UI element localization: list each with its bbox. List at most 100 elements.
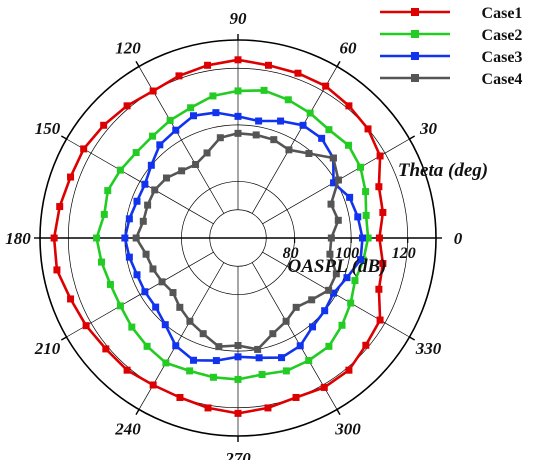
series-marker-Case1-220 <box>102 345 110 353</box>
series-marker-Case1-180 <box>50 234 58 242</box>
series-marker-Case2-260 <box>209 373 217 381</box>
series-marker-Case3-280 <box>255 354 263 362</box>
series-marker-Case1-40 <box>364 125 372 133</box>
legend-marker-Case3 <box>411 52 419 60</box>
series-marker-Case4-190 <box>142 250 150 258</box>
series-marker-Case4-70 <box>270 136 278 144</box>
series-marker-Case1-270 <box>234 409 242 417</box>
series-marker-Case3-320 <box>321 307 329 315</box>
angle-label-90: 90 <box>230 9 248 28</box>
series-marker-Case1-190 <box>53 266 61 274</box>
series-marker-Case1-10 <box>379 208 387 216</box>
series-marker-Case4-90 <box>234 129 242 137</box>
series-marker-Case2-270 <box>234 375 242 383</box>
series-Case3 <box>121 109 366 365</box>
series-marker-Case4-340 <box>332 270 340 278</box>
series-marker-Case1-170 <box>56 203 64 211</box>
tick-210 <box>60 336 67 341</box>
series-marker-Case4-110 <box>203 149 211 157</box>
series-marker-Case3-60 <box>299 121 307 129</box>
series-marker-Case1-130 <box>123 102 131 110</box>
series-marker-Case3-140 <box>147 161 155 169</box>
series-Case1 <box>50 56 387 417</box>
series-marker-Case2-200 <box>106 280 114 288</box>
series-marker-Case3-190 <box>125 253 133 261</box>
series-marker-Case2-110 <box>187 104 195 112</box>
angle-label-330: 330 <box>415 339 442 358</box>
series-marker-Case3-300 <box>296 342 304 350</box>
angle-label-0: 0 <box>454 229 463 248</box>
series-marker-Case3-70 <box>277 117 285 125</box>
series-marker-Case4-250 <box>199 330 207 338</box>
series-marker-Case4-140 <box>162 174 170 182</box>
series-marker-Case3-150 <box>141 180 149 188</box>
series-marker-Case3-350 <box>357 256 365 264</box>
radial-axis-title: OASPL (dB) <box>287 256 386 277</box>
legend-label-Case3: Case3 <box>482 49 523 66</box>
series-marker-Case2-70 <box>284 96 292 104</box>
series-marker-Case4-230 <box>176 303 184 311</box>
tick-60 <box>336 60 341 67</box>
series-marker-Case2-250 <box>186 367 194 375</box>
series-marker-Case2-280 <box>258 370 266 378</box>
series-marker-Case1-150 <box>80 145 88 153</box>
series-marker-Case3-220 <box>152 303 160 311</box>
series-marker-Case2-180 <box>93 234 101 242</box>
series-marker-Case4-280 <box>254 345 262 353</box>
series-marker-Case4-10 <box>334 216 342 224</box>
series-marker-Case2-330 <box>347 299 355 307</box>
series-marker-Case2-340 <box>351 277 359 285</box>
series-marker-Case2-60 <box>306 109 314 117</box>
series-marker-Case2-170 <box>100 210 108 218</box>
series-marker-Case3-240 <box>172 342 180 350</box>
series-marker-Case1-300 <box>320 383 328 391</box>
series-marker-Case4-150 <box>151 186 159 194</box>
series-marker-Case1-210 <box>82 322 90 330</box>
radial-label-120: 120 <box>392 245 416 262</box>
series-marker-Case2-310 <box>325 342 333 350</box>
angle-label-180: 180 <box>5 229 31 248</box>
series-layer <box>50 56 387 417</box>
series-marker-Case4-160 <box>144 201 152 209</box>
angle-label-300: 300 <box>334 420 361 439</box>
series-marker-Case4-290 <box>269 330 277 338</box>
label-layer: 0 30 60 90 120 150 180 210 240 270 300 330 80 100 120 <box>5 9 463 460</box>
legend-entry-Case4: Case4 <box>380 71 522 88</box>
series-marker-Case1-330 <box>376 316 384 324</box>
series-marker-Case1-340 <box>375 285 383 293</box>
series-marker-Case4-350 <box>326 250 334 258</box>
legend-marker-Case4 <box>411 74 419 82</box>
series-marker-Case4-50 <box>305 149 313 157</box>
angular-axis-title: Theta (deg) <box>398 160 488 181</box>
series-Case2 <box>93 86 372 383</box>
tick-30 <box>409 135 416 140</box>
legend-background <box>374 0 550 92</box>
tick-120 <box>135 60 140 67</box>
series-marker-Case2-140 <box>132 149 140 157</box>
angle-label-150: 150 <box>35 119 61 138</box>
radial-label-100: 100 <box>335 245 359 262</box>
tick-150 <box>60 135 67 140</box>
series-marker-Case2-0 <box>364 234 372 242</box>
series-marker-Case4-310 <box>292 303 300 311</box>
angle-label-30: 30 <box>419 119 438 138</box>
series-marker-Case3-110 <box>189 112 197 120</box>
series-marker-Case3-160 <box>133 197 141 205</box>
series-marker-Case2-320 <box>338 321 346 329</box>
series-marker-Case4-60 <box>285 146 293 154</box>
angle-label-120: 120 <box>115 38 141 57</box>
series-marker-Case4-40 <box>329 154 337 162</box>
series-marker-Case2-50 <box>325 126 333 134</box>
series-marker-Case4-130 <box>178 167 186 175</box>
series-marker-Case2-210 <box>116 302 124 310</box>
series-marker-Case4-220 <box>169 289 177 297</box>
spoke-150 <box>66 138 214 225</box>
series-marker-Case3-310 <box>309 323 317 331</box>
series-marker-Case2-30 <box>356 163 364 171</box>
series-marker-Case1-100 <box>204 61 212 69</box>
series-marker-Case4-320 <box>308 296 316 304</box>
series-marker-Case4-180 <box>132 234 140 242</box>
series-marker-Case2-160 <box>104 187 112 195</box>
series-marker-Case2-150 <box>116 166 124 174</box>
